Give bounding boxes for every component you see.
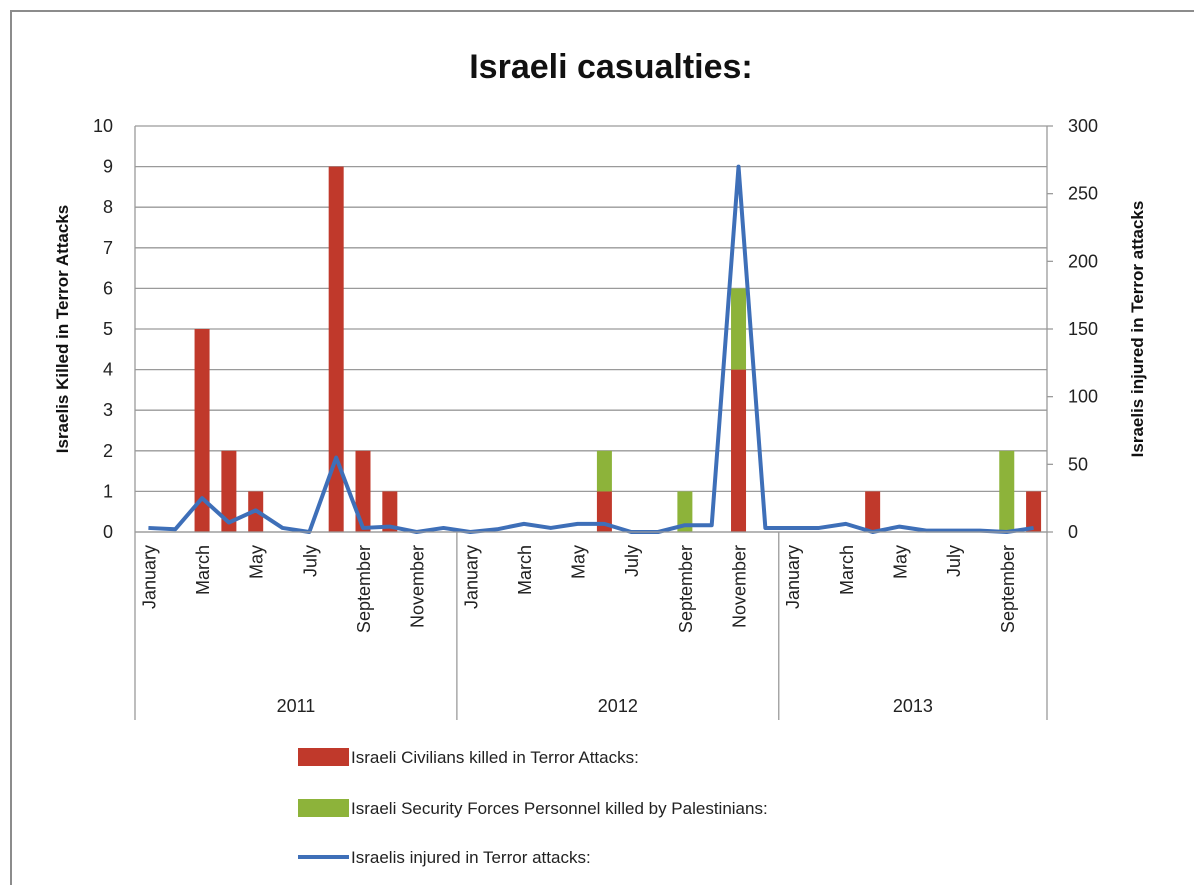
left-tick-label: 2 [103,441,113,461]
civilian-bar [731,369,747,532]
left-axis-label: Israelis Killed in Terror Attacks [53,205,72,453]
legend-label: Israelis injured in Terror attacks: [351,848,591,867]
left-tick-label: 4 [103,360,113,380]
year-label: 2011 [277,696,316,716]
month-tick-label: November [408,545,428,628]
civilian-bar [596,491,612,532]
legend-swatch [298,748,349,766]
left-tick-label: 10 [93,116,113,136]
month-tick-label: May [569,545,589,579]
month-tick-label: January [139,545,159,609]
right-tick-label: 300 [1068,116,1098,136]
security-bar [999,450,1015,532]
civilian-bar [382,491,398,532]
left-tick-label: 6 [103,278,113,298]
right-axis-label: Israelis injured in Terror attacks [1128,201,1147,458]
left-axis-ticks: 0 1 2 3 4 5 6 7 8 9 10 [93,116,113,542]
left-tick-label: 7 [103,238,113,258]
month-tick-label: July [300,545,320,577]
security-bar [677,491,693,532]
year-label: 2012 [598,696,638,716]
left-tick-label: 3 [103,400,113,420]
right-tick-label: 50 [1068,454,1088,474]
month-tick-label: March [193,545,213,595]
month-tick-label: March [837,545,857,595]
civilian-bar [194,329,210,532]
left-tick-label: 5 [103,319,113,339]
right-axis-ticks: 0 50 100 150 200 250 300 [1047,116,1098,542]
bars [194,166,1042,532]
month-tick-label: January [783,545,803,609]
injured-series-line [148,164,1034,534]
x-axis-ticks: January March May July September November Janu… [139,545,1017,633]
legend-label: Israeli Security Forces Personnel killed… [351,799,768,818]
month-tick-label: September [998,545,1018,633]
left-tick-label: 9 [103,157,113,177]
right-tick-label: 150 [1068,319,1098,339]
month-tick-label: May [890,545,910,579]
legend-swatch [298,799,349,817]
month-tick-label: January [461,545,481,609]
year-group-labels: 2011 2012 2013 [277,532,933,720]
legend-label: Israeli Civilians killed in Terror Attac… [351,748,639,767]
right-tick-label: 0 [1068,522,1078,542]
civilian-bar [1026,491,1042,532]
left-tick-label: 0 [103,522,113,542]
civilian-bar [328,166,344,532]
chart-title: Israeli casualties: [469,48,753,86]
civilian-bar [221,450,237,532]
month-tick-label: September [676,545,696,633]
civilian-bar [355,450,371,532]
right-tick-label: 100 [1068,387,1098,407]
month-tick-label: March [515,545,535,595]
civilian-bar [865,491,881,532]
month-tick-label: November [730,545,750,628]
month-tick-label: September [354,545,374,633]
injured-line-layer [148,164,1034,534]
left-tick-label: 1 [103,481,113,501]
axes [134,126,1048,720]
month-tick-label: July [622,545,642,577]
left-tick-label: 8 [103,197,113,217]
right-tick-label: 200 [1068,251,1098,271]
gridlines [135,125,1047,533]
right-tick-label: 250 [1068,184,1098,204]
security-bar [596,450,612,492]
security-bar [731,288,747,370]
month-tick-label: July [944,545,964,577]
year-label: 2013 [893,696,933,716]
month-tick-label: May [247,545,267,579]
legend: Israeli Civilians killed in Terror Attac… [298,748,768,867]
